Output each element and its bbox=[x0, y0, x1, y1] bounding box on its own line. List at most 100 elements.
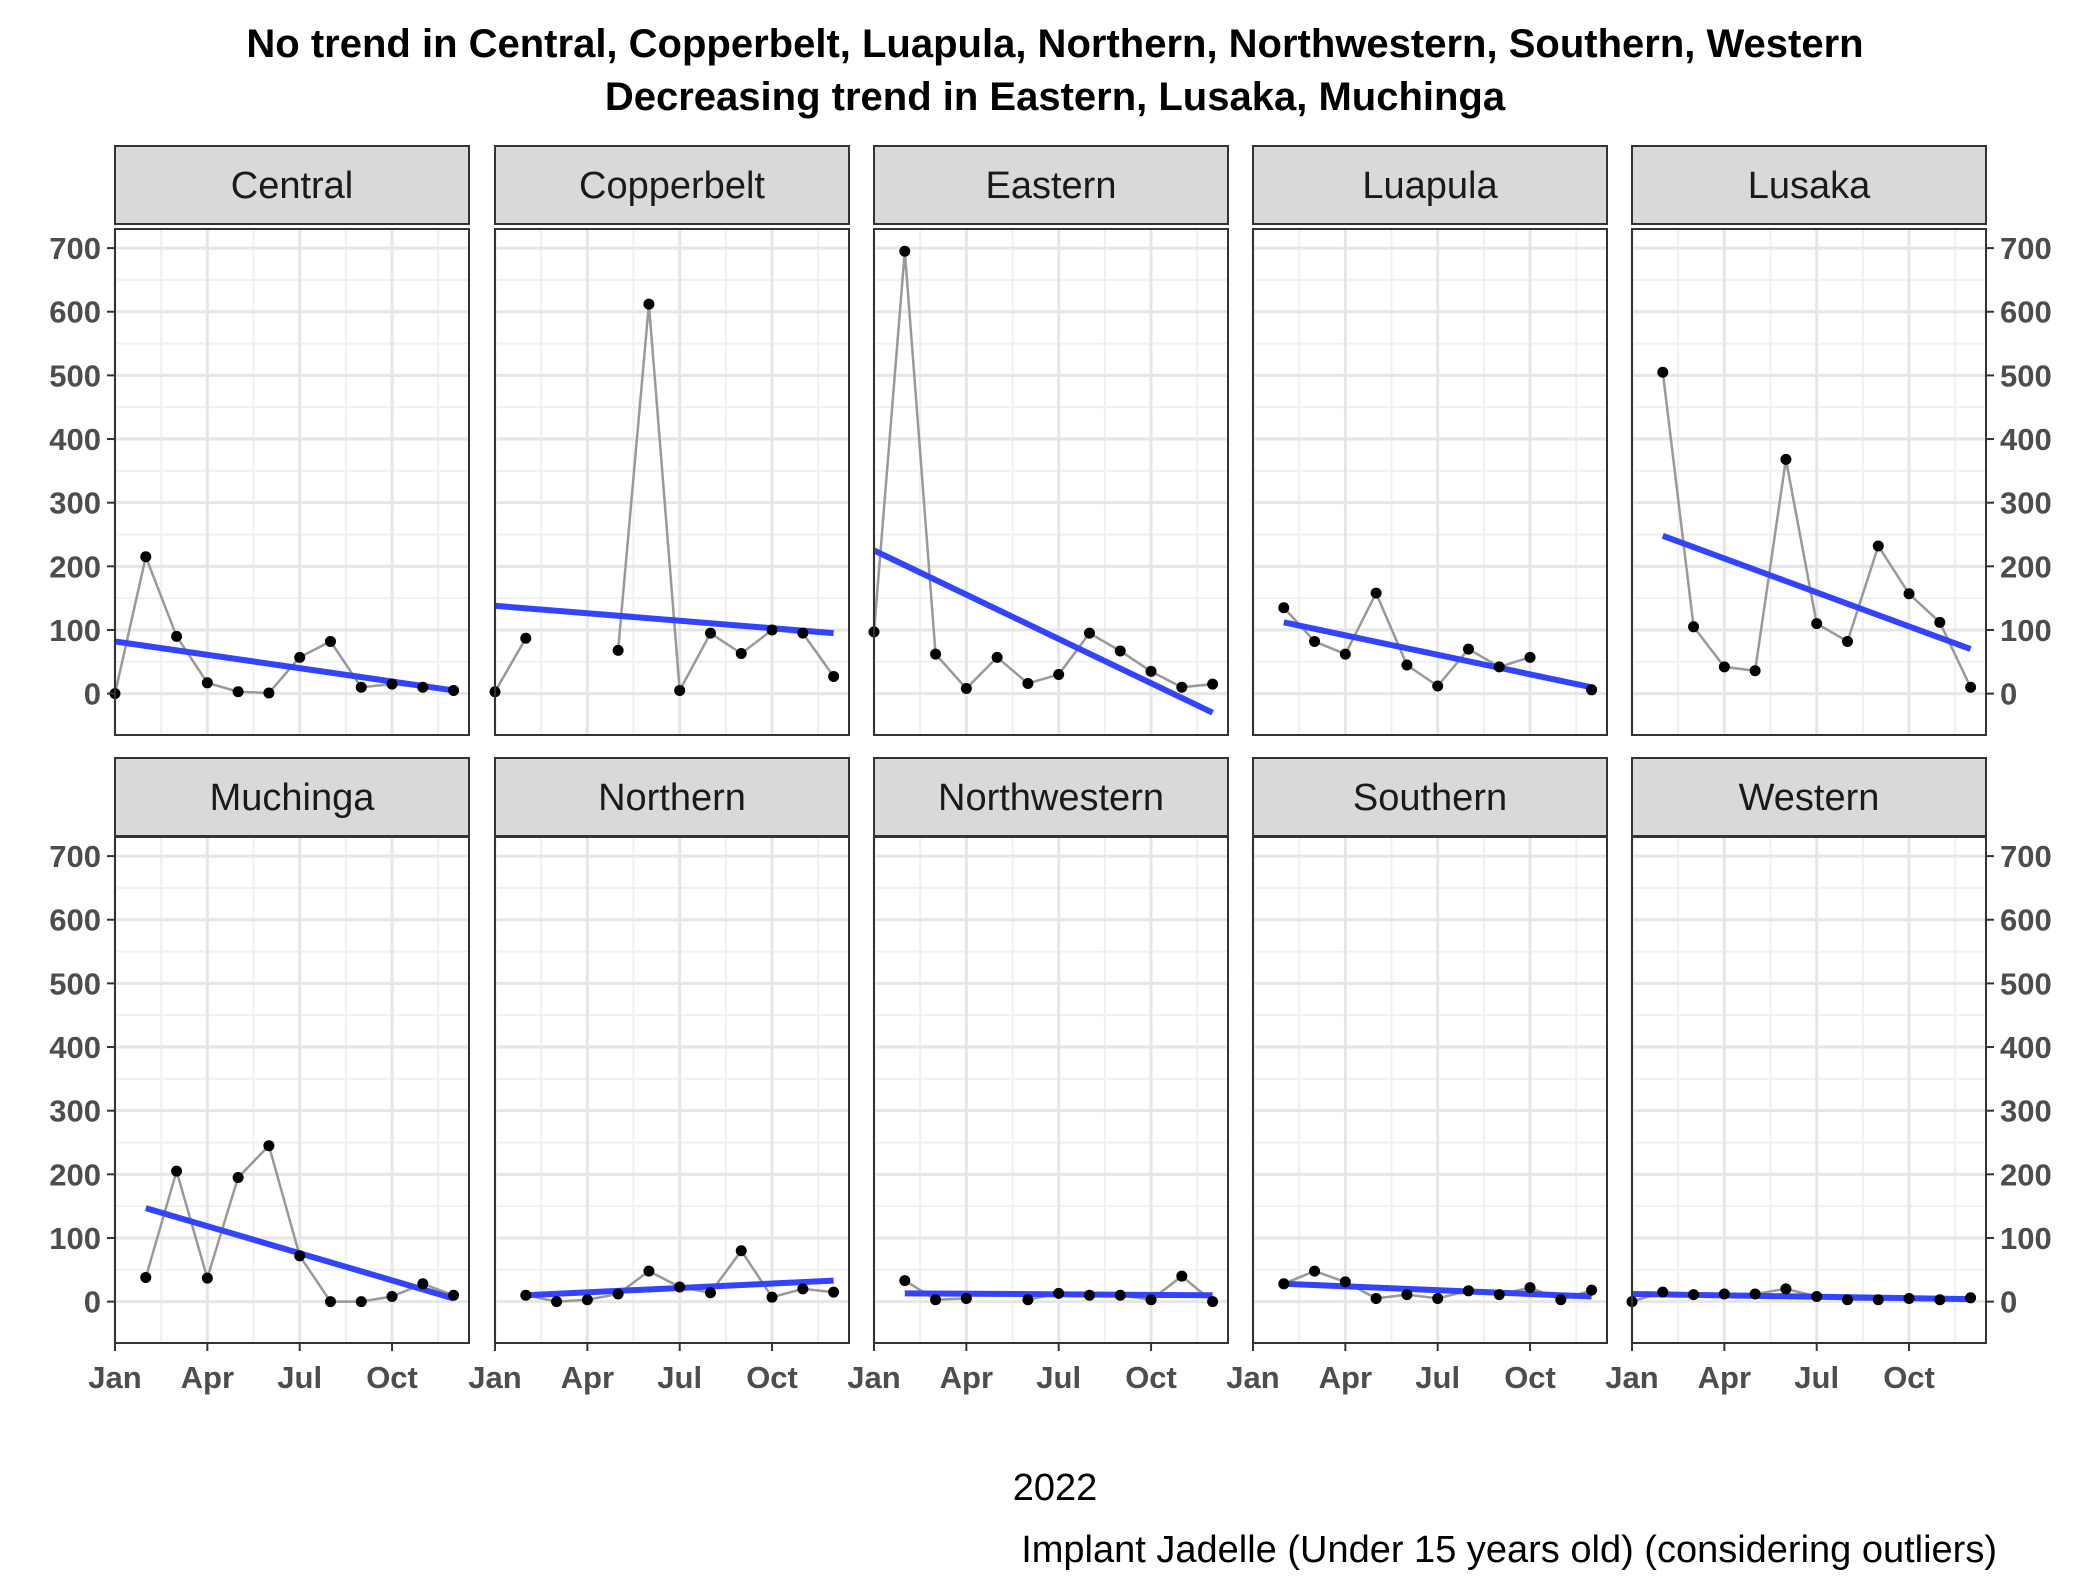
data-point bbox=[735, 648, 747, 660]
data-point bbox=[520, 632, 532, 644]
data-point bbox=[1903, 588, 1915, 600]
data-point bbox=[1145, 665, 1157, 677]
data-point bbox=[417, 681, 429, 693]
facet-panel-western: Western 0 100 200 300 400 500 600 700 Jan Apr Jul Oc… bbox=[1605, 757, 2052, 1395]
x-tick-label: Apr bbox=[181, 1360, 234, 1395]
facet-strip bbox=[1631, 145, 1987, 225]
y-tick-label: 700 bbox=[49, 839, 101, 874]
facet-strip-label: Northern bbox=[598, 777, 746, 819]
data-point bbox=[520, 1289, 532, 1301]
data-point bbox=[1780, 1283, 1792, 1295]
data-point bbox=[1022, 677, 1034, 689]
data-point bbox=[1462, 643, 1474, 655]
data-point bbox=[232, 686, 244, 698]
data-point bbox=[930, 648, 942, 660]
data-point bbox=[1749, 1288, 1761, 1300]
data-point bbox=[1207, 1296, 1219, 1308]
facet-strip-label: Lusaka bbox=[1748, 165, 1871, 207]
data-point bbox=[1309, 635, 1321, 647]
y-tick-label: 700 bbox=[2000, 231, 2052, 266]
y-tick-label: 200 bbox=[49, 1157, 101, 1192]
facet-panel-eastern: Eastern bbox=[868, 145, 1229, 736]
facet-strip-label: Central bbox=[231, 165, 354, 207]
data-point bbox=[766, 624, 778, 636]
data-point bbox=[960, 683, 972, 695]
y-tick-label: 200 bbox=[2000, 549, 2052, 584]
x-tick-label: Jul bbox=[1036, 1360, 1081, 1395]
data-point bbox=[1493, 661, 1505, 673]
x-tick-label: Oct bbox=[1883, 1360, 1935, 1395]
facet-panels: Central 0 100 200 300 400 500 600 700 Copperbelt E… bbox=[49, 145, 2052, 1395]
facet-strip bbox=[873, 757, 1229, 837]
data-point bbox=[417, 1278, 429, 1290]
data-point bbox=[1965, 1292, 1977, 1304]
data-point bbox=[355, 1296, 367, 1308]
data-point bbox=[140, 1271, 152, 1283]
plot-background bbox=[1253, 837, 1607, 1343]
data-point bbox=[1022, 1294, 1034, 1306]
data-point bbox=[1657, 1286, 1669, 1298]
x-tick-label: Jan bbox=[468, 1360, 521, 1395]
data-point bbox=[1176, 681, 1188, 693]
y-tick-label: 200 bbox=[49, 549, 101, 584]
chart-caption: Implant Jadelle (Under 15 years old) (co… bbox=[1021, 1529, 1997, 1571]
y-tick-label: 300 bbox=[2000, 1094, 2052, 1129]
y-tick-label: 400 bbox=[2000, 1030, 2052, 1065]
data-point bbox=[1811, 618, 1823, 630]
data-point bbox=[1083, 627, 1095, 639]
panel-border bbox=[1252, 228, 1608, 736]
y-tick-label: 100 bbox=[2000, 613, 2052, 648]
data-point bbox=[797, 627, 809, 639]
y-tick-label: 700 bbox=[2000, 839, 2052, 874]
plot-background bbox=[115, 229, 469, 735]
data-point bbox=[1872, 540, 1884, 552]
data-point bbox=[294, 1250, 306, 1262]
data-point bbox=[386, 678, 398, 690]
y-tick-label: 100 bbox=[49, 613, 101, 648]
data-point bbox=[1176, 1270, 1188, 1282]
series-line bbox=[493, 637, 527, 693]
data-point bbox=[581, 1294, 593, 1306]
facet-panel-muchinga: Muchinga 0 100 200 300 400 500 600 700 Jan Apr Jul O… bbox=[49, 757, 470, 1395]
data-point bbox=[674, 684, 686, 696]
data-point bbox=[1114, 1289, 1126, 1301]
data-point bbox=[1401, 659, 1413, 671]
data-point bbox=[797, 1283, 809, 1295]
data-point bbox=[1145, 1294, 1157, 1306]
y-tick-label: 600 bbox=[2000, 903, 2052, 938]
facet-strip-label: Luapula bbox=[1362, 165, 1498, 207]
data-point bbox=[643, 298, 655, 310]
data-point bbox=[1053, 1287, 1065, 1299]
y-tick-label: 300 bbox=[2000, 486, 2052, 521]
facet-strip-label: Northwestern bbox=[938, 777, 1164, 819]
y-tick-label: 600 bbox=[2000, 295, 2052, 330]
panel-border bbox=[494, 228, 850, 736]
data-point bbox=[171, 1165, 183, 1177]
data-point bbox=[324, 1296, 336, 1308]
data-point bbox=[1872, 1294, 1884, 1306]
y-tick-label: 400 bbox=[49, 1030, 101, 1065]
facet-strip bbox=[114, 145, 470, 225]
facet-panel-southern: Southern Jan Apr Jul Oct bbox=[1226, 757, 1608, 1395]
chart-title-line-1: No trend in Central, Copperbelt, Luapula… bbox=[246, 22, 1863, 66]
y-tick-label: 300 bbox=[49, 486, 101, 521]
trend-line bbox=[1283, 619, 1593, 691]
data-point bbox=[1370, 587, 1382, 599]
data-point bbox=[448, 1289, 460, 1301]
data-point bbox=[1718, 661, 1730, 673]
data-point bbox=[1401, 1289, 1413, 1301]
data-point bbox=[1370, 1292, 1382, 1304]
data-point bbox=[612, 644, 624, 656]
panel-border bbox=[1631, 228, 1987, 736]
data-point bbox=[1688, 1289, 1700, 1301]
facet-strip bbox=[1252, 757, 1608, 837]
facet-strip-label: Muchinga bbox=[210, 777, 376, 819]
data-point bbox=[324, 635, 336, 647]
data-point bbox=[355, 681, 367, 693]
x-tick-label: Oct bbox=[746, 1360, 798, 1395]
y-tick-label: 500 bbox=[49, 358, 101, 393]
panel-border bbox=[494, 836, 850, 1344]
data-point bbox=[899, 245, 911, 257]
y-tick-label: 0 bbox=[84, 1285, 101, 1320]
